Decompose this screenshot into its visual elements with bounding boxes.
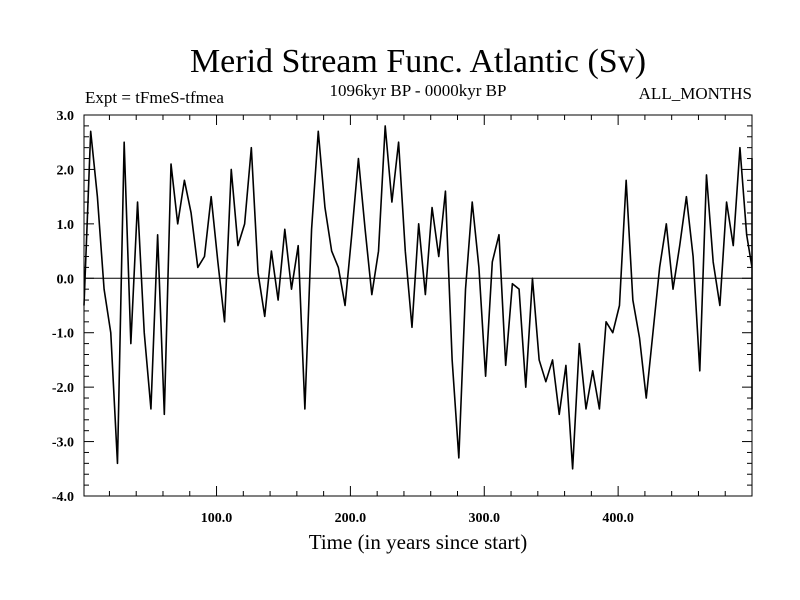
chart-title: Merid Stream Func. Atlantic (Sv) bbox=[190, 43, 646, 80]
y-tick-label: 1.0 bbox=[57, 218, 75, 233]
y-tick-label: -4.0 bbox=[52, 490, 74, 505]
axis-tick-labels: 100.0 200.0 300.0 400.0 3.0 2.0 1.0 0.0 -1.0 -2.0… bbox=[52, 109, 634, 526]
x-tick-label: 300.0 bbox=[469, 511, 501, 526]
y-tick-label: 3.0 bbox=[57, 109, 75, 124]
data-line bbox=[83, 125, 753, 470]
plot-frame bbox=[83, 114, 753, 497]
time-range-label: 1096kyr BP - 0000kyr BP bbox=[330, 81, 507, 100]
y-tick-label: 0.0 bbox=[57, 272, 75, 287]
x-tick-label: 400.0 bbox=[602, 511, 634, 526]
y-tick-label: -1.0 bbox=[52, 327, 74, 342]
y-tick-label: -2.0 bbox=[52, 381, 74, 396]
months-label: ALL_MONTHS bbox=[639, 84, 752, 103]
x-axis-label: Time (in years since start) bbox=[309, 530, 528, 554]
x-tick-label: 100.0 bbox=[201, 511, 233, 526]
axis-ticks bbox=[84, 114, 752, 497]
experiment-label: Expt = tFmeS-tfmea bbox=[85, 88, 224, 107]
y-tick-label: -3.0 bbox=[52, 436, 74, 451]
y-tick-label: 2.0 bbox=[57, 163, 75, 178]
x-tick-label: 200.0 bbox=[335, 511, 367, 526]
